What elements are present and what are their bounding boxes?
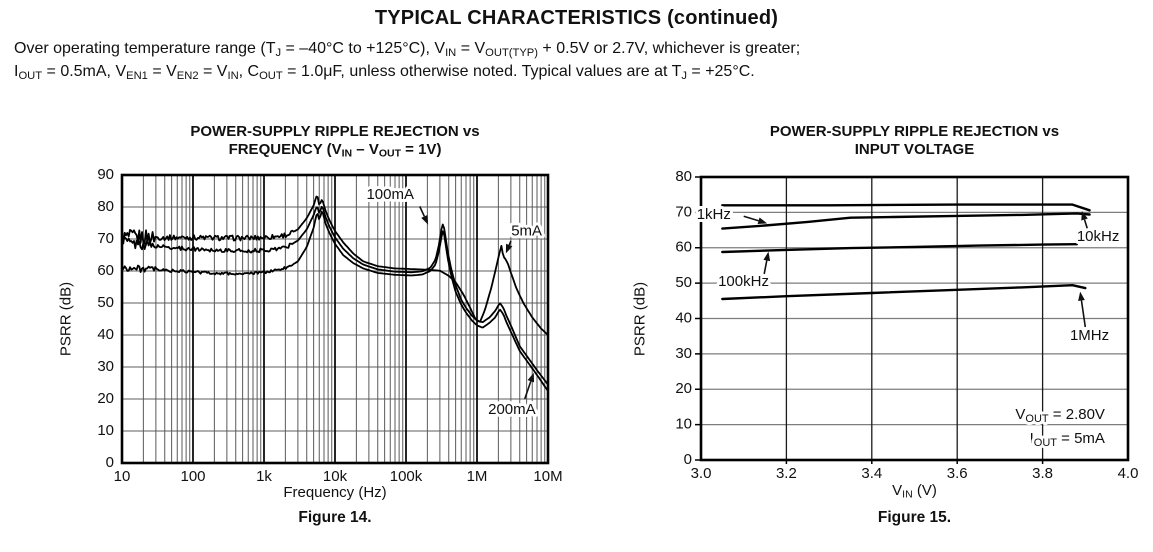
y-tick-label: 40 <box>97 326 114 343</box>
y-tick-label: 60 <box>675 239 692 256</box>
series-200mA <box>122 210 548 392</box>
figure14-title-line-2: FREQUENCY (VIN – VOUT = 1V) <box>228 141 442 160</box>
annotation-label: 1MHz <box>1070 327 1109 344</box>
annotation-arrow <box>763 260 768 275</box>
conditions-text: Over operating temperature range (TJ = –… <box>14 37 1144 83</box>
figure14-caption: Figure 14. <box>298 509 372 526</box>
figure14-x-axis-label: Frequency (Hz) <box>283 484 387 501</box>
grid <box>122 175 548 463</box>
annotation-arrowhead <box>1081 210 1088 221</box>
annotation-arrowhead <box>763 251 771 262</box>
grid <box>695 176 1128 464</box>
y-tick-label: 80 <box>675 168 692 185</box>
figure15-title: POWER-SUPPLY RIPPLE REJECTION vs INPUT V… <box>701 123 1128 159</box>
x-tick-label: 3.6 <box>947 465 968 482</box>
series-1kHz <box>721 212 1091 230</box>
annotation-label: 1kHz <box>697 206 731 223</box>
conditions-line-1: Over operating temperature range (TJ = –… <box>14 40 801 59</box>
y-tick-label: 0 <box>684 451 692 468</box>
x-tick-label: 4.0 <box>1118 465 1139 482</box>
annotation-label: 10kHz <box>1077 228 1120 245</box>
figure15-x-axis-label: VIN (V) <box>892 482 937 501</box>
y-tick-label: 10 <box>675 416 692 433</box>
annotation-arrow <box>523 381 532 400</box>
x-tick-label: 1k <box>256 468 272 485</box>
x-tick-label: 100k <box>390 468 423 485</box>
annotation-arrow <box>508 240 512 246</box>
annotation-arrowhead <box>1078 291 1085 302</box>
page-title: TYPICAL CHARACTERISTICS (continued) <box>374 7 779 29</box>
series-1MHz <box>721 284 1087 301</box>
annotation-arrow <box>743 215 759 222</box>
annotation-arrowhead <box>757 217 768 225</box>
y-tick-label: 50 <box>675 274 692 291</box>
x-tick-label: 3.4 <box>861 465 882 482</box>
y-tick-label: 0 <box>106 454 114 471</box>
figure14-title: POWER-SUPPLY RIPPLE REJECTION vs FREQUEN… <box>122 123 548 159</box>
annotation-arrowhead <box>421 215 429 225</box>
y-tick-label: 40 <box>675 309 692 326</box>
x-tick-label: 10M <box>533 468 562 485</box>
annotations: 1kHz 10kHz 100kHz 1MHz VOUT = 2.80V IOUT = 5m… <box>694 203 1123 452</box>
x-tick-label: 100 <box>180 468 205 485</box>
figure14-title-line-1: POWER-SUPPLY RIPPLE REJECTION vs <box>190 123 480 140</box>
y-tick-label: 70 <box>675 203 692 220</box>
tick-labels: 3.0 3.2 3.4 3.6 3.8 4.0 0 10 20 30 40 50 60 70 80 <box>675 168 1138 482</box>
series-100mA <box>122 205 548 386</box>
series-10kHz <box>721 203 1091 212</box>
annotation-label: 5mA <box>511 223 542 240</box>
y-tick-label: 20 <box>675 380 692 397</box>
annotations: 100mA 5mA 200mA <box>363 183 545 421</box>
annotation-label: 200mA <box>488 401 536 418</box>
y-tick-label: 30 <box>97 358 114 375</box>
figure15-title-line-1: POWER-SUPPLY RIPPLE REJECTION vs <box>769 123 1060 140</box>
annotation-arrow <box>1083 219 1089 230</box>
y-tick-label: 90 <box>97 166 114 183</box>
y-tick-label: 50 <box>97 294 114 311</box>
conditions-line-2: IOUT = 0.5mA, VEN1 = VEN2 = VIN, COUT = … <box>14 63 755 82</box>
x-tick-label: 10 <box>114 468 131 485</box>
plot-border <box>699 175 1130 462</box>
x-tick-label: 3.2 <box>776 465 797 482</box>
annotation-arrow <box>1080 300 1087 328</box>
annotation-arrow <box>418 206 426 217</box>
figure15-title-line-2: INPUT VOLTAGE <box>854 141 975 158</box>
x-tick-label: 3.8 <box>1032 465 1053 482</box>
figure15-chart: 1kHz 10kHz 100kHz 1MHz VOUT = 2.80V IOUT = 5m… <box>675 168 1138 482</box>
y-tick-label: 70 <box>97 230 114 247</box>
series-100kHz <box>721 243 1078 254</box>
y-tick-label: 30 <box>675 345 692 362</box>
y-tick-label: 80 <box>97 198 114 215</box>
y-tick-label: 20 <box>97 390 114 407</box>
x-tick-label: 3.0 <box>691 465 712 482</box>
figure15-caption: Figure 15. <box>877 509 952 526</box>
annotation-arrowhead <box>527 372 535 383</box>
plot-border <box>120 173 550 465</box>
y-tick-label: 60 <box>97 262 114 279</box>
figure14-y-axis-label: PSRR (dB) <box>57 281 75 357</box>
y-tick-label: 10 <box>97 422 114 439</box>
annotation-label: VOUT = 2.80V <box>1015 406 1105 425</box>
x-tick-label: 1M <box>467 468 488 485</box>
x-tick-label: 10k <box>323 468 348 485</box>
annotation-label: 100kHz <box>718 273 769 290</box>
annotation-arrowhead <box>505 243 513 254</box>
annotation-label: 100mA <box>366 186 414 203</box>
annotation-label: IOUT = 5mA <box>1030 430 1105 449</box>
